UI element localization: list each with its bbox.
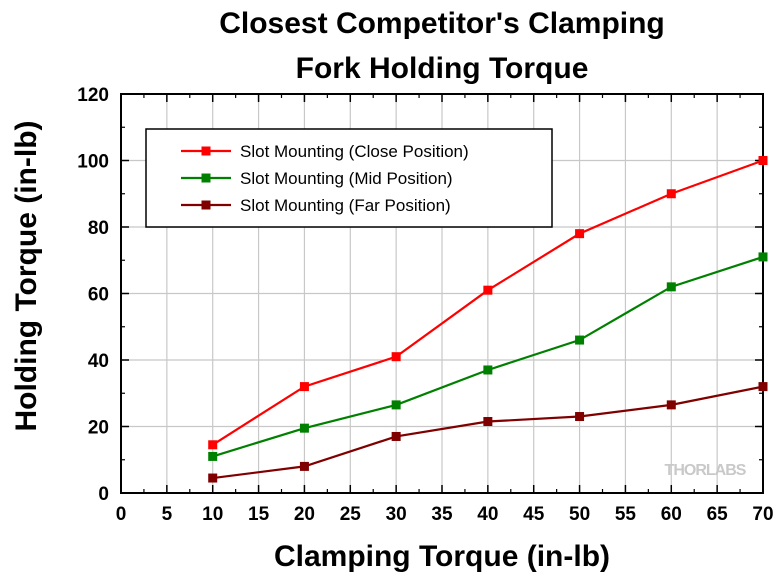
x-tick-label: 25 [340,504,362,525]
x-tick-label: 10 [202,504,223,525]
series-3-point [483,417,493,427]
x-tick-label: 15 [248,504,270,525]
y-tick-label: 120 [77,85,109,106]
data-series [208,156,768,483]
axis-ticks: 0 5 10 15 20 25 30 35 40 45 50 55 60 65 70 0 20 40 60 80 100… [77,85,773,525]
series-2-point [483,365,493,375]
x-tick-label: 50 [569,504,590,525]
series-2-point [299,423,309,433]
series-1-point [483,285,493,295]
series-1-point [575,229,585,239]
thorlabs-watermark: THORLABS [665,462,747,479]
series-3-point [575,412,585,422]
chart-title-line-1: Closest Competitor's Clamping [219,7,665,40]
x-tick-label: 65 [707,504,729,525]
x-tick-label: 35 [431,504,453,525]
x-tick-label: 45 [523,504,545,525]
series-3-point [666,400,676,410]
x-tick-label: 0 [116,504,127,525]
x-tick-label: 5 [162,504,173,525]
y-tick-label: 40 [88,351,109,372]
series-3-point [208,473,218,483]
y-axis-title: Holding Torque (in-lb) [10,120,43,431]
series-3-point [299,461,309,471]
chart-title-line-2: Fork Holding Torque [296,52,589,85]
x-tick-label: 55 [615,504,637,525]
series-1-point [666,189,676,199]
series-1-point [208,440,218,450]
legend-marker-3 [201,200,211,210]
legend-marker-2 [201,173,211,183]
series-2-point [391,400,401,410]
series-2-point [666,282,676,292]
series-3-point [758,382,768,392]
series-2-point [575,335,585,345]
legend: Slot Mounting (Close Position) Slot Mount… [145,128,553,228]
x-tick-label: 70 [752,504,773,525]
series-1-point [299,382,309,392]
x-tick-label: 30 [386,504,407,525]
legend-marker-1 [201,146,211,156]
series-3-point [391,431,401,441]
series-2-point [208,451,218,461]
x-tick-label: 60 [661,504,682,525]
y-tick-label: 80 [88,218,109,239]
y-tick-label: 60 [88,285,109,306]
legend-label-3: Slot Mounting (Far Position) [240,196,451,215]
y-tick-label: 20 [88,418,109,439]
y-tick-label: 0 [98,484,109,505]
legend-label-2: Slot Mounting (Mid Position) [240,169,453,188]
legend-label-1: Slot Mounting (Close Position) [240,142,469,161]
series-1-point [758,156,768,165]
x-axis-title: Clamping Torque (in-lb) [274,540,610,573]
series-1-point [391,352,401,362]
series-2-point [758,252,768,262]
x-tick-label: 20 [294,504,315,525]
y-tick-label: 100 [77,152,109,173]
x-tick-label: 40 [477,504,498,525]
